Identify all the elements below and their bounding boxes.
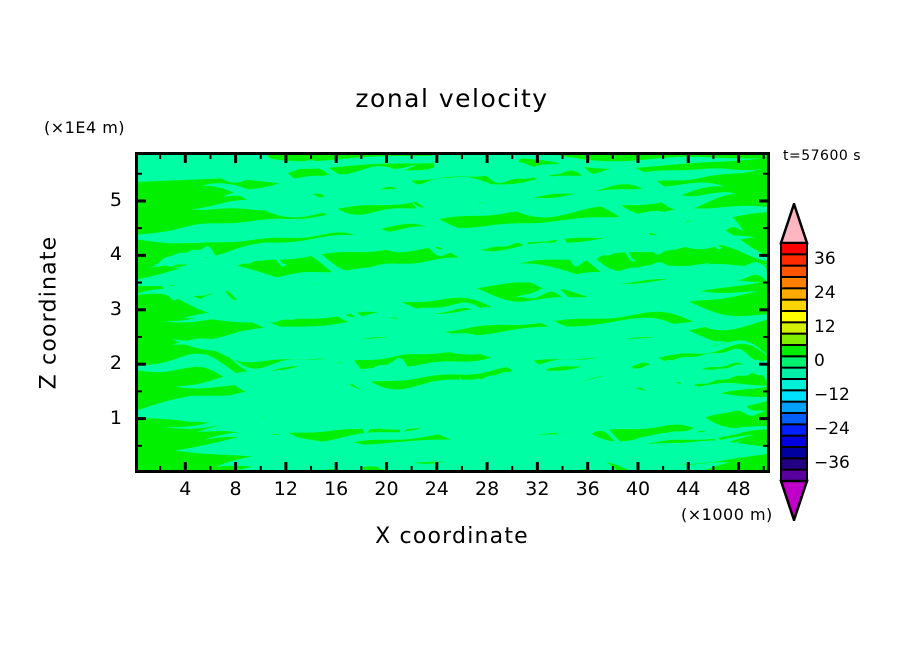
x-tick-label: 12 xyxy=(273,478,298,500)
colorbar-tick-label: 12 xyxy=(814,317,836,337)
y-tick-label: 5 xyxy=(109,188,122,211)
x-tick-label: 48 xyxy=(726,478,751,500)
x-tick-label: 16 xyxy=(324,478,349,500)
colorbar[interactable] xyxy=(779,203,809,521)
y-tick-label: 3 xyxy=(109,297,122,320)
x-tick-label: 36 xyxy=(575,478,600,500)
x-tick-label: 28 xyxy=(474,478,500,500)
y-axis-unit-label: (×1E4 m) xyxy=(44,118,126,137)
colorbar-tick-label: 0 xyxy=(814,351,825,371)
y-tick-label: 1 xyxy=(109,406,122,429)
colorbar-tick-label: 36 xyxy=(814,249,836,269)
x-tick-label: 8 xyxy=(229,478,242,500)
x-tick-label: 4 xyxy=(179,478,192,500)
x-tick-label: 24 xyxy=(424,478,449,500)
page-title: zonal velocity xyxy=(355,84,549,113)
y-tick-label: 4 xyxy=(109,243,122,266)
x-axis-title: X coordinate xyxy=(375,524,529,549)
colorbar-tick-label: −12 xyxy=(814,385,850,405)
timestamp-annotation: t=57600 s xyxy=(783,148,861,164)
x-tick-label: 44 xyxy=(676,478,701,500)
x-tick-label: 20 xyxy=(374,478,399,500)
colorbar-gradient xyxy=(779,203,809,521)
colorbar-tick-label: −36 xyxy=(814,453,850,473)
contour-field xyxy=(135,152,770,473)
x-axis-unit-label: (×1000 m) xyxy=(681,505,773,524)
colorbar-tick-label: 24 xyxy=(814,283,836,303)
x-tick-label: 32 xyxy=(525,478,550,500)
y-axis-title: Z coordinate xyxy=(36,235,62,390)
x-tick-label: 40 xyxy=(625,478,651,500)
y-tick-label: 2 xyxy=(109,352,122,375)
colorbar-tick-label: −24 xyxy=(814,419,850,439)
plot-area[interactable] xyxy=(135,152,770,473)
